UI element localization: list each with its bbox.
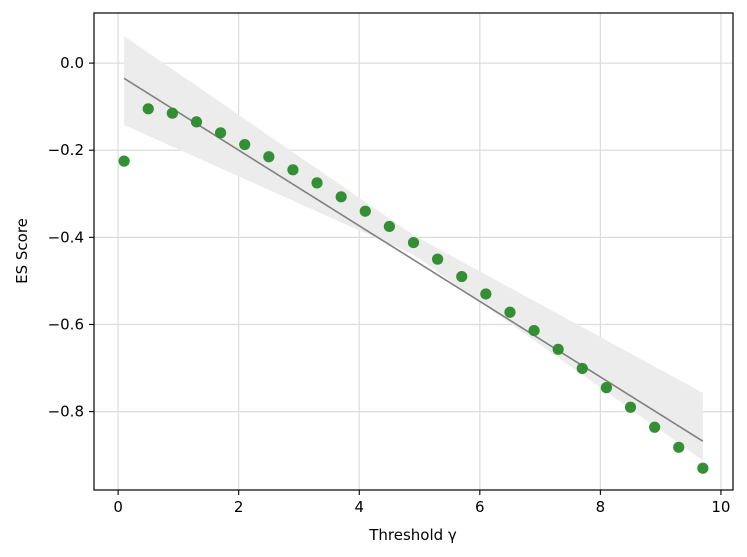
data-point [335,191,347,203]
confidence-band [124,36,703,461]
data-point [263,151,275,163]
data-point [166,107,178,119]
x-tick-label: 4 [354,498,364,516]
y-axis-label: ES Score [13,218,31,284]
data-point [311,177,323,189]
y-tick-label: −0.2 [48,141,84,159]
data-point [504,306,516,318]
x-tick-label: 2 [234,498,244,516]
data-point [432,253,444,265]
data-point [697,462,709,474]
confidence-band-layer [124,36,703,461]
regression-line-layer [123,77,704,442]
data-points [118,103,709,474]
data-point [600,382,613,394]
plot-frame [93,12,734,491]
data-point [383,220,395,233]
data-point [480,288,492,300]
data-point [552,343,564,355]
y-tick-label: 0.0 [60,54,84,72]
regression-line [123,77,704,442]
data-point [456,270,468,283]
x-tick-label: 8 [596,498,606,516]
data-point [673,441,685,453]
x-tick-label: 0 [113,498,123,516]
y-axis-ticks: 0.0 −0.2 −0.4 −0.6 −0.8 [48,54,94,421]
data-point [118,155,130,167]
data-point [239,138,251,151]
data-point [190,116,203,128]
y-tick-label: −0.6 [48,315,84,333]
data-point [287,164,299,176]
data-point [407,236,420,249]
y-tick-label: −0.4 [48,228,84,246]
x-tick-label: 10 [711,498,730,516]
data-point [624,401,637,413]
data-point [649,421,661,433]
x-tick-label: 6 [475,498,485,516]
data-point [359,205,371,217]
data-point [214,127,227,139]
x-axis-label: Threshold γ [368,526,457,544]
data-point [142,103,154,115]
x-axis-ticks: 0 2 4 6 8 10 [113,490,730,516]
y-tick-label: −0.8 [48,403,84,421]
data-point [576,362,588,375]
data-point [528,324,540,337]
